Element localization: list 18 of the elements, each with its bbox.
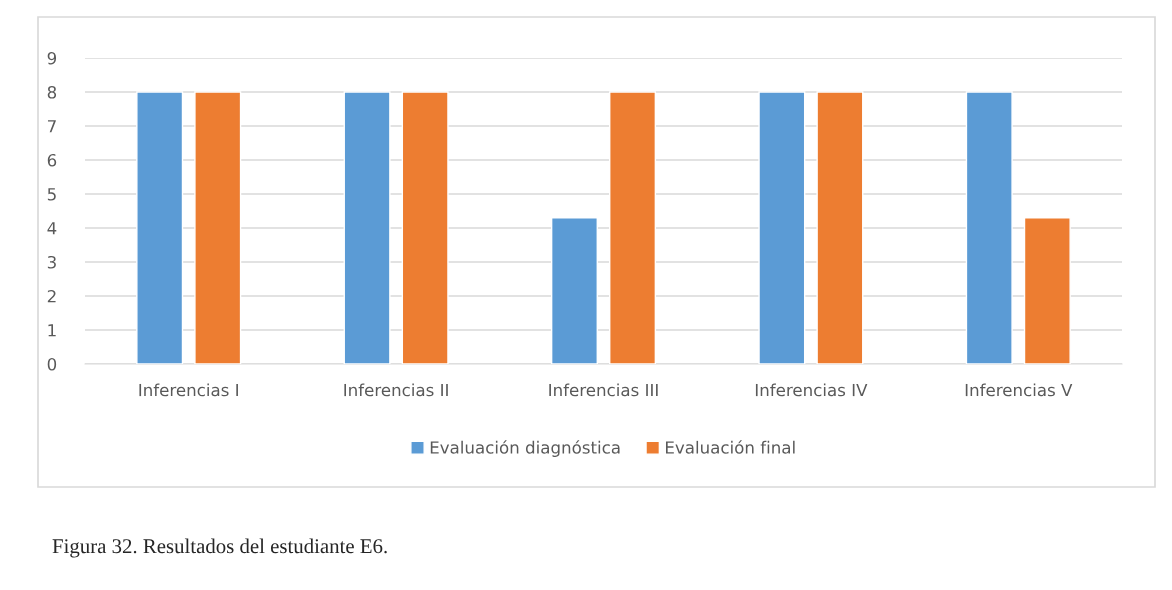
y-tick-label: 3 <box>47 255 56 269</box>
x-tick-label: Inferencias V <box>965 383 1073 397</box>
y-tick-label: 4 <box>47 222 57 235</box>
x-tick-label: Inferencias III <box>549 383 658 397</box>
x-tick-label: Inferencias II <box>344 383 448 397</box>
y-tick-label: 1 <box>48 324 56 337</box>
y-tick-label: 2 <box>47 289 56 303</box>
legend-label: Evaluación final <box>666 440 795 454</box>
y-tick-label: 5 <box>47 188 56 201</box>
y-tick-label: 0 <box>47 357 57 371</box>
y-tick-label: 7 <box>47 120 56 133</box>
legend-label: Evaluación diagnóstica <box>430 440 620 457</box>
y-tick-label: 8 <box>47 85 57 99</box>
y-tick-label: 6 <box>47 153 57 167</box>
y-tick-label: 9 <box>47 51 57 65</box>
x-tick-label: Inferencias IV <box>755 383 868 397</box>
x-tick-label: Inferencias I <box>139 383 238 397</box>
text: Figura 32. Resultados del estudiante E6. <box>52 538 387 558</box>
